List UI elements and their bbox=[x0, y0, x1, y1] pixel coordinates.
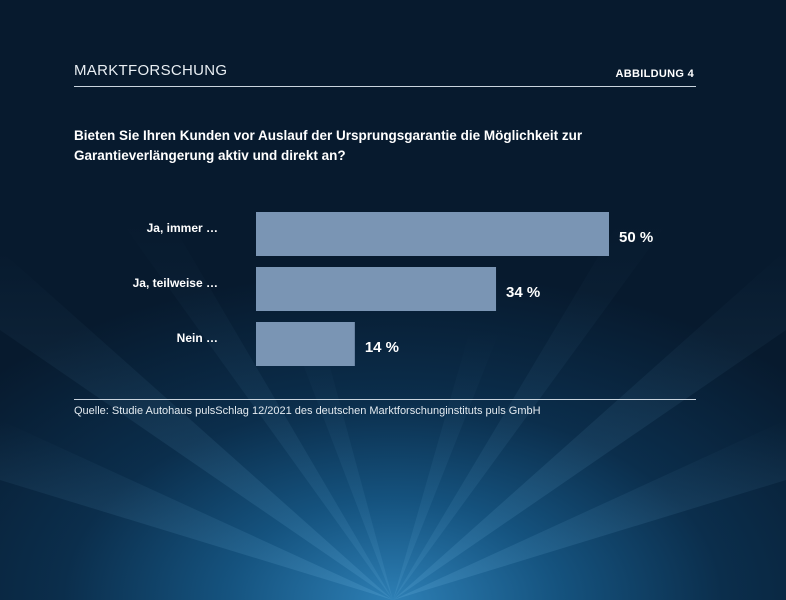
bar-3 bbox=[256, 322, 355, 366]
category-label-1: Ja, immer … bbox=[147, 221, 218, 235]
value-label-1: 50 % bbox=[619, 229, 653, 246]
bar-2 bbox=[256, 267, 497, 311]
header-divider bbox=[74, 86, 696, 87]
section-title: MARKTFORSCHUNG bbox=[74, 62, 228, 79]
survey-question: Bieten Sie Ihren Kunden vor Auslauf der … bbox=[74, 128, 583, 163]
value-label-3: 14 % bbox=[365, 339, 399, 356]
bar-1 bbox=[256, 212, 609, 256]
value-label-2: 34 % bbox=[506, 284, 540, 301]
source-note: Quelle: Studie Autohaus pulsSchlag 12/20… bbox=[74, 405, 541, 417]
category-label-2: Ja, teilweise … bbox=[133, 276, 218, 290]
figure-label: ABBILDUNG 4 bbox=[615, 68, 694, 80]
category-label-3: Nein … bbox=[177, 331, 218, 345]
footer-divider bbox=[74, 399, 696, 400]
